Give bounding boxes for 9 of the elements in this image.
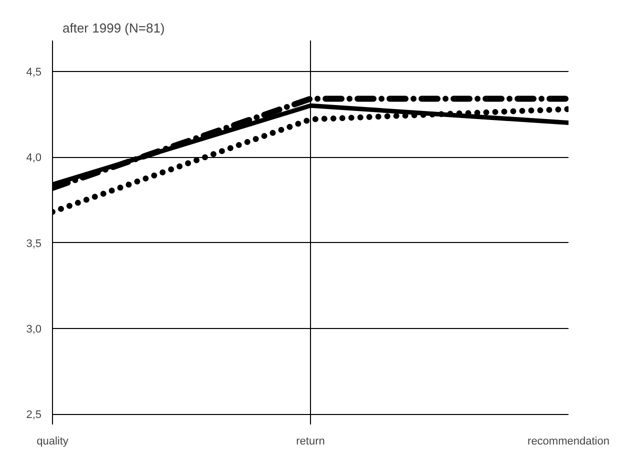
y-tick-label: 2,5 [26,409,42,422]
chart-title: after 1999 (N=81) [62,20,165,36]
x-tick-label: return [296,436,325,448]
x-tick-label: quality [36,436,69,448]
x-tick-label: recommendation [528,436,610,448]
y-tick-label: 3,5 [26,238,42,250]
y-tick-label: 4,5 [26,66,42,78]
y-tick-label: 4,0 [26,152,42,164]
y-tick-label: 3,0 [26,324,42,336]
